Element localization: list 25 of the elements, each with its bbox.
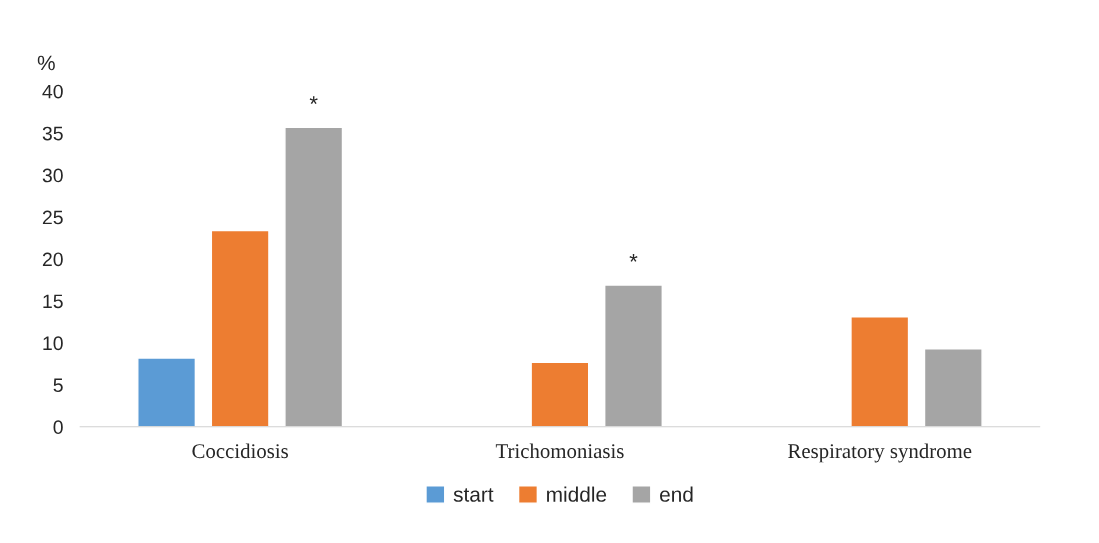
- y-tick-label: 5: [53, 378, 63, 393]
- y-tick-label: 0: [53, 420, 63, 435]
- bar: [137, 357, 197, 427]
- annotation: *: [629, 254, 638, 262]
- y-tick-label: 10: [43, 336, 63, 351]
- y-tick-label: 25: [42, 210, 63, 225]
- y-tick-label: 40: [42, 84, 63, 99]
- bar: [210, 229, 270, 427]
- bar: [923, 348, 983, 427]
- legend-label: end: [660, 486, 693, 502]
- y-tick-label: 15: [43, 294, 63, 309]
- x-tick-label: Coccidiosis: [192, 443, 288, 459]
- y-tick-label: 30: [42, 168, 63, 183]
- bar: [850, 316, 910, 427]
- bar: [604, 284, 663, 427]
- legend-label: start: [453, 488, 494, 502]
- legend-label: middle: [547, 486, 607, 502]
- y-tick-label: 20: [42, 252, 63, 267]
- bar: [530, 361, 590, 427]
- x-tick-label: Trichomoniasis: [495, 443, 624, 459]
- bar: [284, 126, 344, 427]
- annotation: *: [309, 96, 318, 105]
- y-axis-title: %: [37, 55, 55, 71]
- x-tick-label: Respiratory syndrome: [788, 443, 972, 463]
- y-tick-label: 35: [42, 126, 63, 141]
